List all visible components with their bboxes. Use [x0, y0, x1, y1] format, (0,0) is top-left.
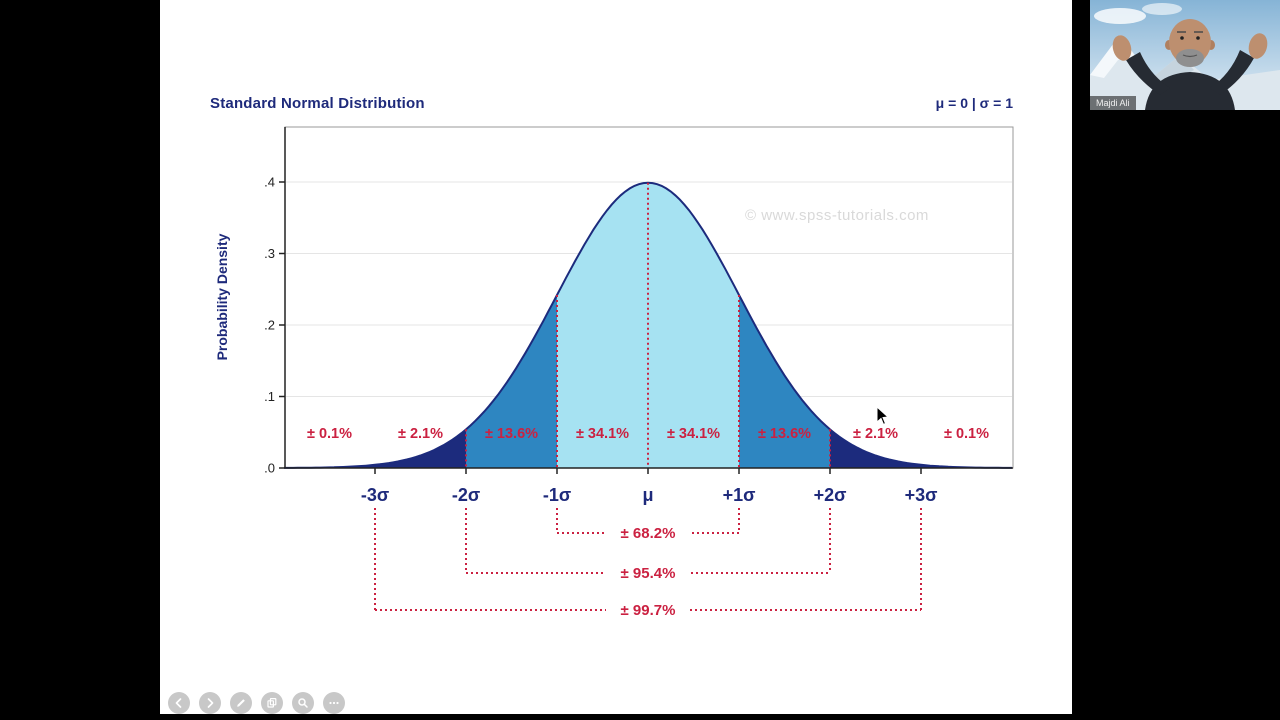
bracket-label-mask [606, 561, 690, 581]
zoom-button[interactable] [292, 692, 314, 714]
x-tick-label: +3σ [905, 485, 938, 505]
region-percentage-label: ± 13.6% [758, 426, 811, 442]
chevron-left-icon [175, 698, 182, 708]
person [1112, 19, 1268, 110]
bracket-percentage-label: ± 95.4% [621, 565, 676, 582]
more-button[interactable] [323, 692, 345, 714]
distribution-region [375, 429, 466, 468]
region-percentage-label: ± 2.1% [853, 426, 898, 442]
normal-distribution-chart: ± 0.1% ± 2.1% ± 13.6% ± 34.1% ± 34.1% ± 13.6%… [264, 126, 1014, 619]
y-tick-label: .0 [264, 461, 275, 476]
chart-parameters-label: μ = 0 | σ = 1 [935, 95, 1013, 111]
annotate-button[interactable] [230, 692, 252, 714]
region-percentage-label: ± 13.6% [485, 426, 538, 442]
back-button[interactable] [168, 692, 190, 714]
region-percentage-label: ± 0.1% [944, 426, 989, 442]
x-tick-label: -2σ [452, 485, 480, 505]
pen-icon [237, 699, 245, 707]
slide-area: ± 0.1% ± 2.1% ± 13.6% ± 34.1% ± 34.1% ± 13.6%… [160, 0, 1072, 714]
presenter-toolbar [168, 692, 345, 714]
bracket-percentage-label: ± 68.2% [621, 525, 676, 542]
bracket-percentage-label: ± 99.7% [621, 602, 676, 619]
region-percentage-label: ± 0.1% [307, 426, 352, 442]
mouse-cursor [876, 406, 890, 426]
x-tick-label: +1σ [723, 485, 756, 505]
y-tick-label: .1 [264, 389, 275, 404]
cloud [1094, 8, 1146, 24]
chevron-right-icon [207, 698, 214, 708]
copy-button[interactable] [261, 692, 283, 714]
y-tick-label: .3 [264, 246, 275, 261]
x-tick-label: -3σ [361, 485, 389, 505]
participant-name: Majdi Ali [1090, 96, 1136, 110]
x-tick-label: μ [642, 485, 653, 505]
x-tick-label: +2σ [814, 485, 847, 505]
x-tick-label: -1σ [543, 485, 571, 505]
region-percentage-label: ± 2.1% [398, 426, 443, 442]
chart-title: Standard Normal Distribution [210, 95, 425, 112]
watermark: © www.spss-tutorials.com [745, 207, 929, 224]
region-percentage-label: ± 34.1% [667, 426, 720, 442]
y-tick-label: .4 [264, 175, 275, 190]
webcam-video [1090, 0, 1280, 110]
magnifier-icon [298, 698, 308, 708]
copy-icon [267, 698, 277, 708]
bracket-label-mask [606, 521, 690, 541]
y-axis-title: Probability Density [214, 233, 230, 361]
distribution-region [830, 429, 921, 468]
webcam-overlay[interactable]: Majdi Ali [1090, 0, 1280, 110]
bracket-label-mask [606, 598, 690, 618]
forward-button[interactable] [199, 692, 221, 714]
region-percentage-label: ± 34.1% [576, 426, 629, 442]
cloud [1142, 3, 1182, 15]
ellipsis-icon [329, 701, 339, 705]
y-tick-label: .2 [264, 318, 275, 333]
